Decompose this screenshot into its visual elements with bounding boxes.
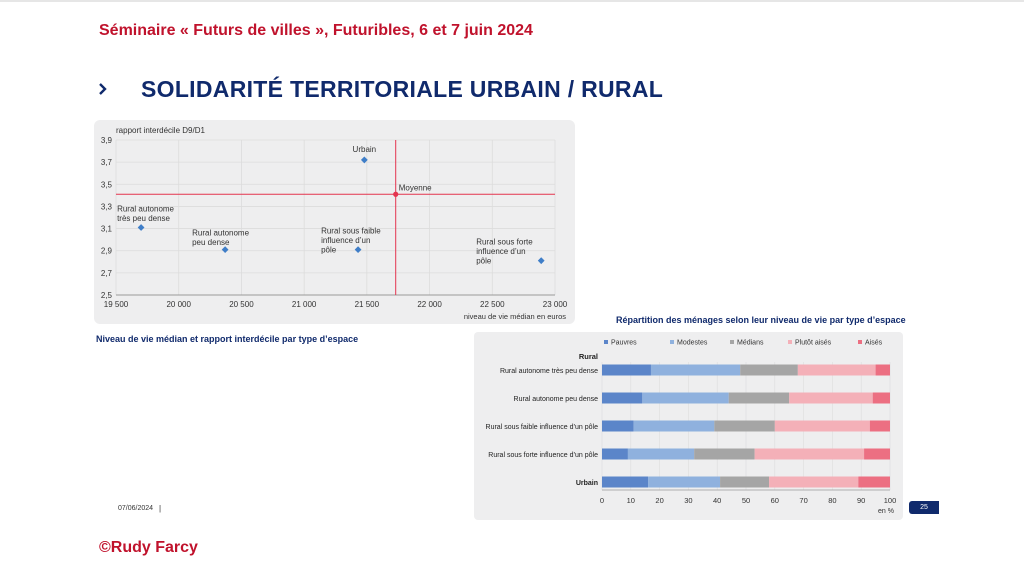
bar-segment — [627, 448, 695, 460]
legend-label: Pauvres — [611, 340, 637, 347]
bar-chart-panel: Rural en % Pauvres Modestes Médians Plutôt … — [474, 332, 903, 520]
y-tick-label: 3,1 — [101, 225, 113, 234]
bar-segment — [797, 364, 876, 376]
x-tick-label: 70 — [799, 496, 807, 505]
x-tick-label: 22 500 — [480, 300, 505, 309]
bar-segment — [602, 420, 634, 432]
y-tick-label: 2,7 — [101, 269, 113, 278]
legend-swatch — [670, 340, 674, 344]
bar-segment — [740, 364, 798, 376]
bar-segment — [789, 392, 873, 404]
legend-label: Plutôt aisés — [795, 340, 832, 347]
x-tick-label: 21 000 — [292, 300, 317, 309]
seminar-title: Séminaire « Futurs de villes », Futuribl… — [99, 22, 533, 39]
bar-segment — [648, 476, 721, 488]
category-label: Rural sous faible influence d’un pôle — [486, 424, 599, 431]
data-point-label: Rural autonome très peu dense — [117, 204, 174, 223]
legend-label: Modestes — [677, 340, 708, 347]
legend-swatch — [788, 340, 792, 344]
bar-segment — [858, 476, 890, 488]
y-tick-label: 3,7 — [101, 158, 113, 167]
footer-date: 07/06/2024 — [118, 505, 154, 512]
data-point-label: Rural sous forte influence d’un pôle — [476, 238, 533, 266]
bar-segment — [642, 392, 729, 404]
data-point — [137, 224, 145, 231]
data-point-label: Rural sous faible influence d’un pôle — [321, 227, 381, 255]
legend-swatch — [858, 340, 862, 344]
x-tick-label: 20 500 — [229, 300, 254, 309]
x-tick-label: 10 — [627, 496, 635, 505]
data-point-label: Rural autonome peu dense — [192, 229, 249, 248]
bar-segment — [602, 392, 643, 404]
data-point — [537, 257, 545, 265]
x-tick-label: 23 000 — [543, 300, 568, 309]
page-number: 25 — [909, 501, 939, 514]
bar-segment — [602, 448, 628, 460]
bar-segment — [602, 476, 649, 488]
bar-segment — [602, 364, 651, 376]
bar-segment — [864, 448, 890, 460]
slide-title: SOLIDARITÉ TERRITORIALE URBAIN / RURAL — [141, 76, 664, 102]
x-tick-label: 40 — [713, 496, 721, 505]
x-tick-label: 30 — [684, 496, 692, 505]
x-tick-label: 60 — [771, 496, 779, 505]
category-label: Urbain — [576, 480, 598, 487]
y-tick-label: 3,5 — [101, 180, 113, 189]
x-tick-label: 20 — [655, 496, 663, 505]
legend-swatch — [730, 340, 734, 344]
unit-label: en % — [878, 508, 894, 515]
y-tick-label: 3,9 — [101, 136, 113, 145]
bar-segment — [720, 476, 770, 488]
bar-segment — [714, 420, 775, 432]
x-tick-label: 21 500 — [355, 300, 380, 309]
data-point — [360, 156, 368, 164]
bar-segment — [769, 476, 859, 488]
bar-segment — [633, 420, 715, 432]
category-label: Rural autonome peu dense — [514, 396, 599, 403]
bar-segment — [650, 364, 741, 376]
y-tick-label: 2,5 — [101, 291, 113, 300]
y-axis-label: rapport interdécile D9/D1 — [116, 126, 205, 135]
average-label: Moyenne — [399, 183, 432, 192]
x-tick-label: 90 — [857, 496, 865, 505]
legend-swatch — [604, 340, 608, 344]
x-tick-label: 22 000 — [417, 300, 442, 309]
stacked-bar-chart: Rural en % Pauvres Modestes Médians Plutôt … — [486, 340, 897, 516]
bar-segment — [875, 364, 890, 376]
x-tick-label: 19 500 — [104, 300, 129, 309]
bar-segment — [694, 448, 755, 460]
bar-segment — [869, 420, 890, 432]
category-label: Rural autonome très peu dense — [500, 368, 598, 375]
category-label: Rural sous forte influence d’un pôle — [488, 452, 598, 459]
y-tick-label: 2,9 — [101, 247, 113, 256]
group-label-rural: Rural — [579, 352, 598, 361]
chevron-right-icon — [99, 83, 107, 95]
data-point — [221, 246, 229, 254]
scatter-chart-panel: rapport interdécile D9/D1 niveau de vie … — [94, 120, 575, 324]
bar-segment — [872, 392, 890, 404]
x-tick-label: 0 — [600, 496, 604, 505]
top-rule — [0, 0, 1024, 2]
average-marker — [393, 191, 399, 197]
copyright: ©Rudy Farcy — [99, 539, 198, 556]
legend-label: Médians — [737, 340, 764, 347]
legend-label: Aisés — [865, 340, 883, 347]
x-tick-label: 20 000 — [166, 300, 191, 309]
bar-segment — [774, 420, 870, 432]
x-tick-label: 100 — [884, 496, 897, 505]
y-tick-label: 3,3 — [101, 202, 113, 211]
bar-segment — [728, 392, 790, 404]
scatter-chart: rapport interdécile D9/D1 niveau de vie … — [101, 126, 568, 321]
x-tick-label: 80 — [828, 496, 836, 505]
bar-segment — [754, 448, 865, 460]
data-point-label: Urbain — [353, 145, 377, 154]
bar-chart-caption: Répartition des ménages selon leur nivea… — [616, 315, 906, 325]
x-axis-label: niveau de vie médian en euros — [464, 312, 566, 321]
x-tick-label: 50 — [742, 496, 750, 505]
footer-separator: | — [159, 504, 162, 513]
scatter-caption: Niveau de vie médian et rapport interdéc… — [96, 334, 359, 344]
data-point — [354, 246, 362, 254]
